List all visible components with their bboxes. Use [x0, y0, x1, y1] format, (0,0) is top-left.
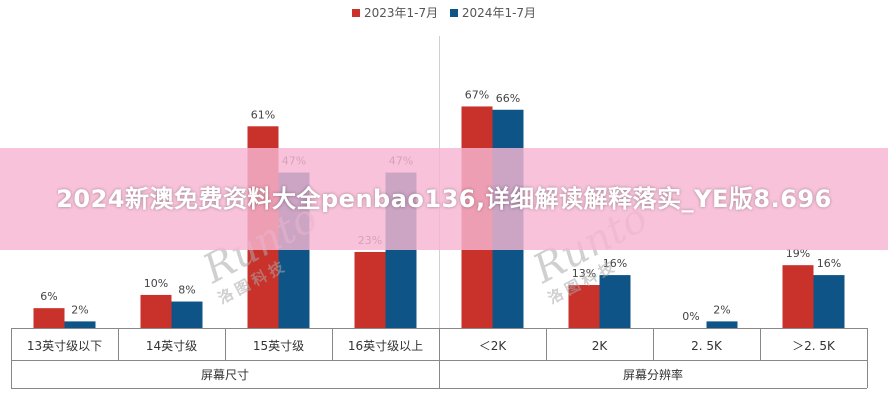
legend-swatch-2024	[449, 9, 458, 17]
legend-item-2024: 2024年1-7月	[449, 4, 537, 21]
group-label-1: 屏幕分辨率	[623, 367, 683, 382]
chart-legend: 2023年1-7月 2024年1-7月	[0, 4, 888, 21]
bar-2023-3	[354, 251, 386, 328]
data-label-2023-7: 19%	[786, 247, 810, 260]
data-label-2023-5: 13%	[572, 267, 596, 280]
data-label-2024-7: 16%	[817, 257, 841, 270]
promo-banner: 2024新澳免费资料大全penbao136,详细解读解释落实_YE版8.696	[0, 148, 888, 250]
bar-2023-1	[140, 294, 172, 328]
data-label-2023-6: 0%	[682, 310, 699, 323]
bar-2023-0	[33, 308, 65, 328]
category-label-4: ＜2K	[479, 339, 508, 353]
data-label-2024-4: 66%	[496, 92, 520, 105]
legend-swatch-2023	[351, 9, 360, 17]
data-label-2024-5: 16%	[603, 257, 627, 270]
data-label-2023-4: 67%	[465, 88, 489, 101]
category-label-0: 13英寸级以下	[27, 339, 102, 353]
bar-2024-5	[599, 275, 631, 328]
bar-2024-7	[813, 275, 845, 328]
bar-2023-5	[568, 285, 600, 328]
banner-text: 2024新澳免费资料大全penbao136,详细解读解释落实_YE版8.696	[56, 185, 832, 213]
legend-label-2023: 2023年1-7月	[363, 6, 439, 20]
data-label-2024-6: 2%	[713, 303, 730, 316]
category-label-1: 14英寸级	[146, 339, 197, 353]
category-label-3: 16英寸级以上	[348, 339, 423, 353]
data-label-2024-0: 2%	[71, 303, 88, 316]
legend-label-2024: 2024年1-7月	[461, 6, 537, 20]
data-label-2023-1: 10%	[144, 277, 168, 290]
bar-2023-7	[782, 265, 814, 328]
legend-item-2023: 2023年1-7月	[351, 4, 439, 21]
category-label-6: 2. 5K	[691, 339, 723, 353]
category-label-5: 2K	[592, 339, 609, 353]
group-label-0: 屏幕尺寸	[201, 368, 249, 382]
bar-2024-0	[64, 321, 96, 328]
bar-2024-1	[171, 301, 203, 328]
category-label-2: 15英寸级	[253, 339, 304, 353]
data-label-2023-2: 61%	[251, 108, 275, 121]
data-label-2023-0: 6%	[40, 290, 57, 303]
bar-2024-6	[706, 321, 738, 328]
category-label-7: ＞2. 5K	[792, 339, 836, 353]
data-label-2024-1: 8%	[178, 284, 195, 297]
